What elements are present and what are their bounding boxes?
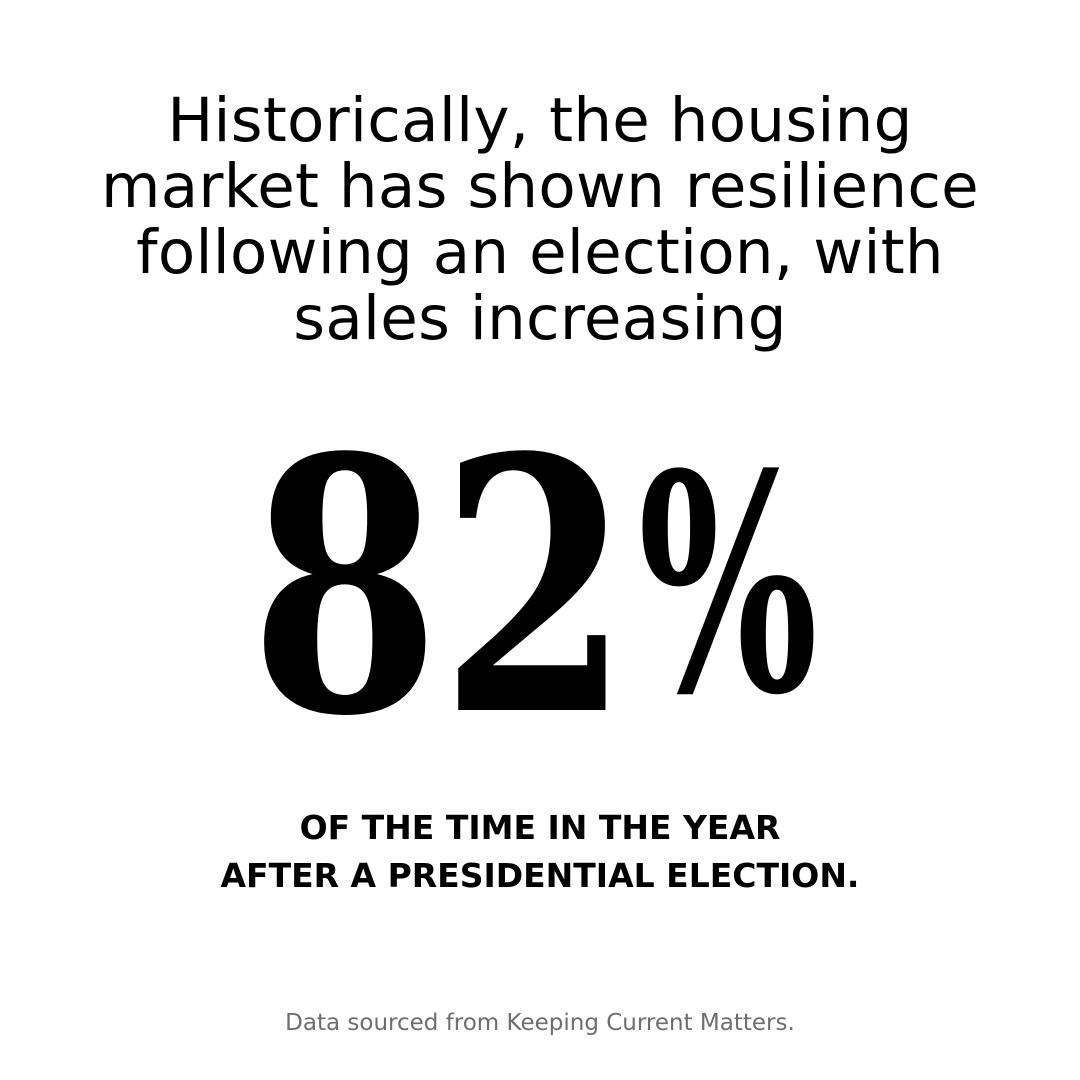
stat-number: 82 <box>250 381 630 760</box>
headline-line-4: sales increasing <box>293 283 787 354</box>
percent-sign: % <box>638 408 818 760</box>
headline: Historically, the housing market has sho… <box>40 88 1040 352</box>
stat-figure: 82 % <box>0 380 1080 760</box>
stat-caption-line-1: OF THE TIME IN THE YEAR <box>299 808 781 847</box>
headline-line-1: Historically, the housing <box>167 85 913 156</box>
stat-caption: OF THE TIME IN THE YEAR AFTER A PRESIDEN… <box>90 804 990 900</box>
source-note: Data sourced from Keeping Current Matter… <box>285 1010 795 1036</box>
stat-graphic: 82 % <box>250 381 818 760</box>
headline-line-3: following an election, with <box>136 217 944 288</box>
headline-line-2: market has shown resilience <box>100 151 980 222</box>
stat-caption-line-2: AFTER A PRESIDENTIAL ELECTION. <box>220 856 860 895</box>
